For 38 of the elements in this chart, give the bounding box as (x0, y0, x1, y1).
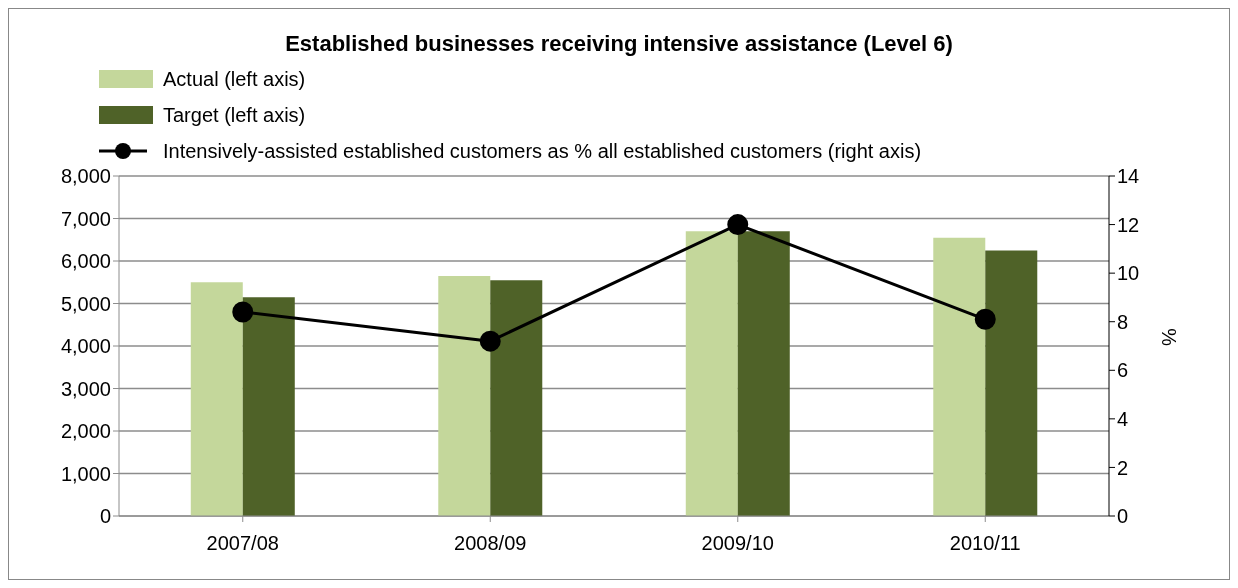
y2-tick-label: 14 (1117, 165, 1140, 188)
bar (438, 275, 491, 516)
y-tick-label: 3,000 (60, 377, 111, 400)
y-tick-label: 0 (99, 505, 111, 528)
y2-tick-label: 10 (1117, 262, 1140, 285)
y2-tick-label: 8 (1117, 310, 1129, 333)
point (727, 214, 749, 236)
bar (985, 250, 1038, 516)
y2-tick-label: 2 (1117, 456, 1129, 479)
bar (737, 231, 790, 516)
bar (685, 231, 738, 516)
y-tick-label: 8,000 (60, 165, 111, 188)
x-tick-label: 2007/08 (206, 532, 279, 555)
y-tick-label: 4,000 (60, 335, 111, 358)
legend-label: Intensively-assisted established customers as % all established customers (right axis) (163, 139, 922, 163)
legend-label: Actual (left axis) (163, 67, 306, 91)
point (232, 301, 254, 323)
bar (242, 297, 295, 516)
legend-label: Target (left axis) (163, 103, 306, 127)
y-tick-label: 2,000 (60, 420, 111, 443)
bar (933, 237, 986, 516)
point (479, 330, 501, 352)
y2-axis-title: % (1157, 328, 1180, 347)
y-tick-label: 7,000 (60, 207, 111, 230)
y2-tick-label: 4 (1117, 407, 1129, 430)
y-tick-label: 6,000 (60, 250, 111, 273)
x-tick-label: 2010/11 (949, 532, 1021, 555)
x-tick-label: 2009/10 (701, 532, 774, 555)
y2-tick-label: 0 (1117, 505, 1129, 528)
point (974, 308, 996, 330)
y2-tick-label: 6 (1117, 359, 1129, 382)
bar (190, 282, 243, 516)
bar (490, 280, 543, 516)
chart-title: Established businesses receiving intensive assistance (Level 6) (284, 31, 954, 58)
y2-tick-label: 12 (1117, 213, 1140, 236)
x-tick-label: 2008/09 (454, 532, 527, 555)
y-tick-label: 5,000 (60, 292, 111, 315)
y-tick-label: 1,000 (60, 462, 111, 485)
